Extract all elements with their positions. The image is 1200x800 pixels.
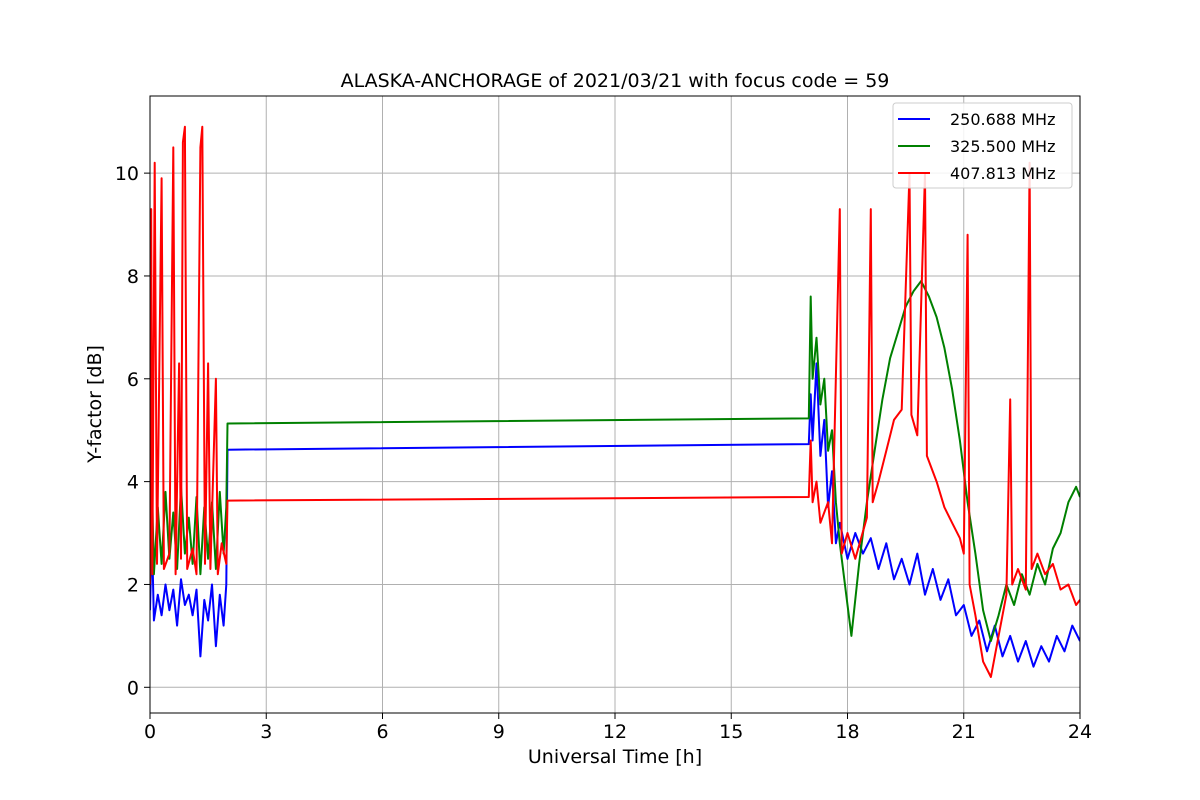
legend-label-1: 250.688 MHz (950, 110, 1055, 129)
x-axis-label: Universal Time [h] (528, 746, 702, 768)
legend: 250.688 MHz 325.500 MHz 407.813 MHz (892, 102, 1073, 189)
x-tick-label: 24 (1068, 721, 1092, 743)
x-tick-label: 9 (493, 721, 505, 743)
y-tick-label: 8 (127, 266, 139, 288)
y-axis-label: Y-factor [dB] (84, 345, 106, 464)
legend-label-3: 407.813 MHz (950, 164, 1055, 183)
series-line-3 (150, 125, 1080, 678)
y-tick-label: 2 (127, 574, 139, 596)
x-tick-label: 21 (952, 721, 976, 743)
x-tick-label: 18 (835, 721, 859, 743)
y-axis: 0 2 4 6 8 10 (115, 163, 150, 699)
grid-lines (149, 96, 1081, 713)
chart-title: ALASKA-ANCHORAGE of 2021/03/21 with focu… (341, 70, 890, 92)
legend-label-2: 325.500 MHz (950, 137, 1055, 156)
y-tick-label: 10 (115, 163, 139, 185)
x-tick-label: 3 (260, 721, 272, 743)
y-tick-label: 6 (127, 369, 139, 391)
y-tick-label: 4 (127, 472, 139, 494)
x-axis: 0 3 6 9 12 15 18 21 24 (144, 713, 1092, 743)
x-tick-label: 0 (144, 721, 156, 743)
x-tick-label: 15 (719, 721, 743, 743)
y-tick-label: 0 (127, 677, 139, 699)
plot-area (150, 125, 1080, 678)
legend-box (892, 102, 1073, 189)
x-tick-label: 6 (376, 721, 388, 743)
x-tick-label: 12 (603, 721, 627, 743)
